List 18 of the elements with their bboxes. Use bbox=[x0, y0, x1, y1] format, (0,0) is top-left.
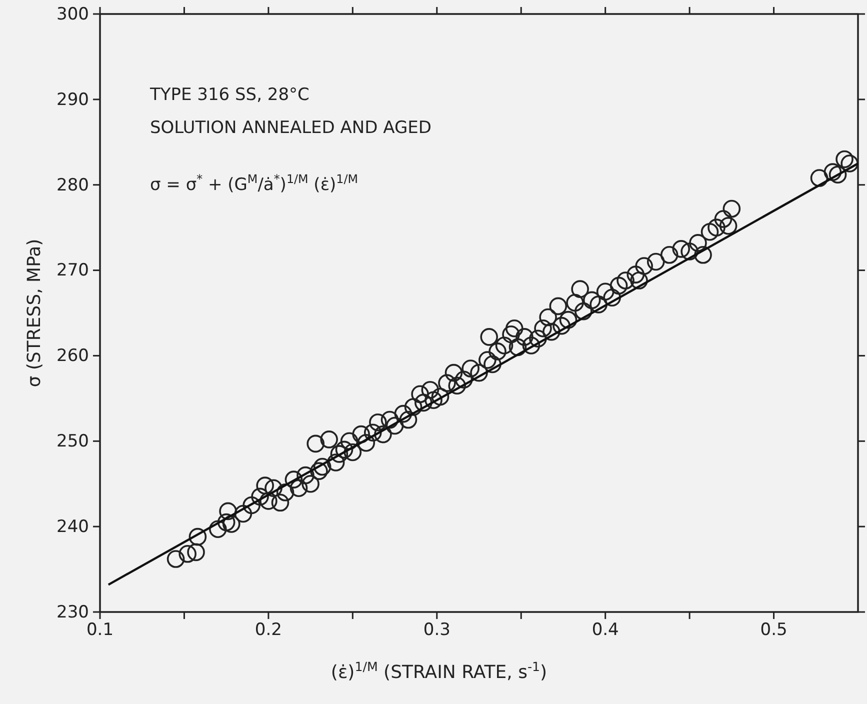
y-tick-label: 260 bbox=[56, 346, 89, 366]
text: σ = σ$^{*}$ + (G$^{M}$/ȧ$^{*}$)$^{1/M}$ (ε̇)$^{1/M}$ bbox=[150, 172, 358, 195]
y-tick-label: 270 bbox=[56, 260, 89, 281]
y-tick-label: 300 bbox=[56, 4, 89, 24]
y-axis-title: σ (STRESS, MPa) bbox=[24, 238, 45, 388]
annotation: SOLUTION ANNEALED AND AGED bbox=[150, 118, 432, 138]
y-tick-label: 280 bbox=[56, 175, 89, 196]
x-tick-label: 0.4 bbox=[592, 620, 619, 640]
x-tick-label: 0.3 bbox=[423, 620, 450, 640]
y-tick-label: 230 bbox=[56, 602, 89, 622]
y-tick-label: 240 bbox=[56, 517, 89, 538]
x-tick-label: 0.1 bbox=[86, 620, 114, 640]
annotation: TYPE 316 SS, 28°C bbox=[149, 85, 310, 105]
y-tick-label: 250 bbox=[56, 432, 89, 452]
x-axis-title: (ε̇)$^{1/M}$ (STRAIN RATE, s$^{-1}$) bbox=[330, 658, 548, 683]
x-tick-label: 0.5 bbox=[760, 620, 788, 640]
x-tick-label: 0.2 bbox=[254, 620, 282, 640]
y-tick-label: 290 bbox=[56, 90, 89, 110]
